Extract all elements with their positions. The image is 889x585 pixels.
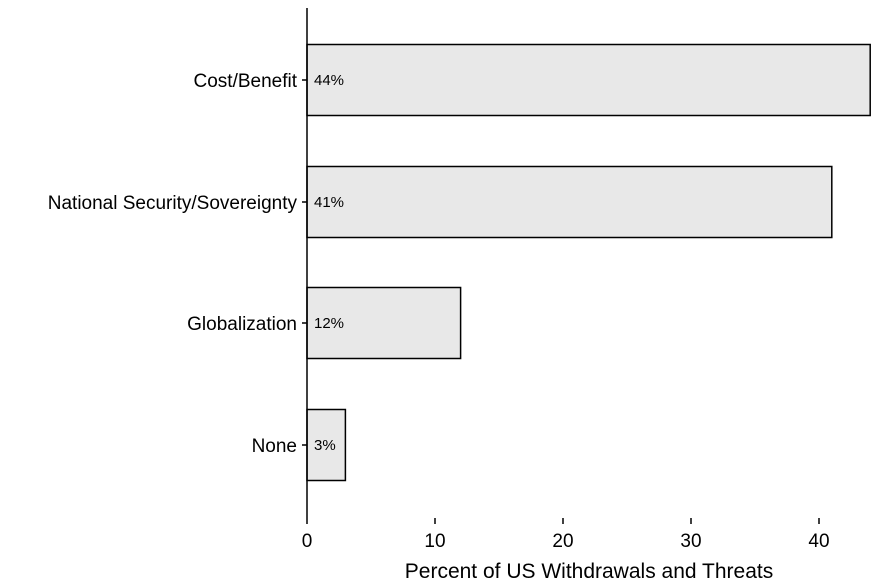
x-tick-label-30: 30 [680, 531, 701, 552]
x-tick-label-20: 20 [552, 531, 573, 552]
x-tick-label-10: 10 [424, 531, 445, 552]
x-tick-label-0: 0 [302, 531, 313, 552]
bar-globalization [306, 286, 462, 360]
category-label-globalization: Globalization [187, 314, 297, 335]
category-label-none: None [252, 436, 297, 457]
bar-cost-benefit [306, 43, 871, 117]
x-axis-title: Percent of US Withdrawals and Threats [405, 560, 773, 583]
data-label-national-security-sovereignty: 41% [314, 194, 344, 211]
bars-layer: 44% 41% 12% 3% [306, 43, 871, 482]
x-tick-label-40: 40 [808, 531, 829, 552]
data-label-cost-benefit: 44% [314, 72, 344, 89]
axes-layer: Cost/Benefit National Security/Sovereignt… [48, 8, 830, 552]
category-label-national-security-sovereignty: National Security/Sovereignty [48, 193, 298, 214]
data-label-none: 3% [314, 437, 336, 454]
bar-none [306, 408, 347, 482]
bar-national-security-sovereignty [306, 165, 833, 239]
data-label-globalization: 12% [314, 315, 344, 332]
category-label-cost-benefit: Cost/Benefit [194, 71, 298, 92]
